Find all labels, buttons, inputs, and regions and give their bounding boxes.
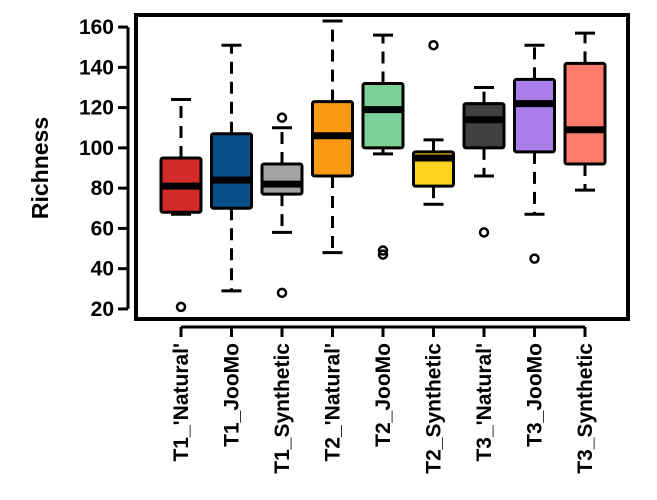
box-group [462, 85, 506, 238]
x-tick-label: T2_'Natural' [322, 343, 345, 462]
y-tick-label: 60 [91, 217, 114, 240]
box-series [159, 19, 607, 313]
y-tick-label: 140 [79, 56, 114, 79]
x-tick-label: T1_JooMo [221, 343, 244, 447]
box-group [361, 33, 405, 260]
x-tick-label: T3_JooMo [524, 343, 547, 447]
y-tick-label: 20 [91, 298, 114, 321]
box-group [513, 43, 556, 264]
box-body [210, 132, 253, 210]
y-axis: 20 40 60 80 100 120 140 160 [79, 16, 130, 321]
y-tick-label: 100 [79, 137, 114, 160]
y-tick-label: 120 [79, 97, 114, 120]
y-tick-label: 40 [91, 258, 114, 281]
outlier-point [175, 301, 187, 313]
outlier-point [276, 112, 288, 123]
x-tick-label: T2_JooMo [372, 343, 395, 447]
outlier-point [276, 287, 288, 299]
box-body [513, 77, 556, 154]
box-group [311, 19, 354, 255]
x-tick-label: T3_Synthetic [574, 343, 597, 474]
box-group [260, 112, 304, 299]
x-axis: T1_'Natural' T1_JooMo T1_Synthetic T2_'Natu… [170, 325, 597, 474]
box-group [159, 98, 203, 313]
box-body [563, 61, 607, 166]
x-tick-label: T1_Synthetic [271, 343, 294, 474]
y-axis-title: Richness [27, 117, 53, 219]
box-group [563, 31, 607, 192]
box-group [210, 43, 253, 293]
x-tick-label: T2_Synthetic [423, 343, 446, 474]
outlier-point [377, 245, 389, 256]
x-tick-label: T3_'Natural' [473, 343, 496, 462]
y-tick-label: 80 [91, 177, 114, 200]
x-tick-label: T1_'Natural' [170, 343, 193, 462]
box-body [462, 102, 506, 150]
outlier-point [529, 253, 540, 264]
outlier-point [428, 39, 439, 51]
box-body [361, 81, 405, 150]
box-group [412, 39, 455, 206]
plot-frame [134, 13, 630, 321]
y-tick-label: 160 [79, 16, 114, 39]
outlier-point [377, 249, 389, 260]
box-body [260, 162, 304, 196]
outlier-point [478, 227, 490, 238]
